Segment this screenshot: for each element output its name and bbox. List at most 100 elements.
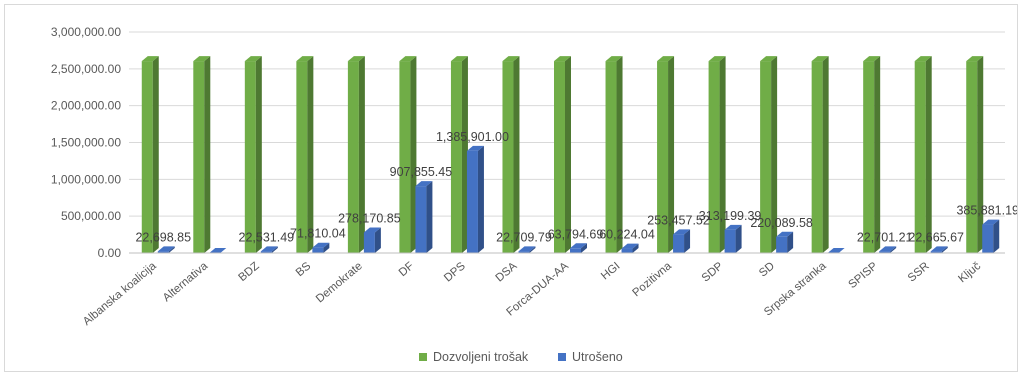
- bar-dozvoljeni-top: [554, 56, 571, 62]
- bar-dozvoljeni-top: [296, 56, 314, 62]
- bar-utroseno-front: [466, 150, 478, 253]
- bar-dozvoljeni-side: [358, 56, 365, 254]
- bar-dozvoljeni: [141, 56, 159, 254]
- bar-utroseno: [724, 224, 742, 253]
- bar-dozvoljeni-front: [863, 61, 875, 254]
- bar-dozvoljeni-top: [193, 56, 211, 62]
- data-label: 63,794.69: [548, 227, 604, 241]
- bar-utroseno-side: [684, 229, 691, 253]
- bar-utroseno-side: [941, 246, 948, 253]
- x-tick-label: DF: [397, 260, 416, 279]
- bar-utroseno-top: [570, 243, 587, 249]
- bar-dozvoljeni-top: [502, 56, 520, 62]
- bar-utroseno: [518, 246, 536, 253]
- bar-dozvoljeni-top: [450, 56, 468, 62]
- bar-utroseno-front: [724, 229, 736, 253]
- bar-utroseno-front: [930, 251, 942, 253]
- bar-utroseno-top: [415, 181, 433, 187]
- bar-utroseno-side: [529, 246, 536, 253]
- bar-utroseno: [312, 242, 330, 253]
- bar-dozvoljeni-side: [925, 56, 932, 254]
- chart-frame: 0.00 500,000.00 1,000,000.00 1,500,000.00 2,…: [4, 4, 1019, 372]
- bar-dozvoljeni-side: [616, 56, 623, 254]
- bar-chart: 0.00 500,000.00 1,000,000.00 1,500,000.00 2,…: [51, 25, 1019, 364]
- bar-dozvoljeni: [605, 56, 623, 254]
- bar-utroseno-top: [724, 224, 742, 230]
- bar-dozvoljeni-front: [141, 61, 153, 254]
- y-tick-label: 1,500,000.00: [51, 136, 121, 150]
- bar-dozvoljeni: [502, 56, 520, 254]
- x-tick-label: BS: [294, 260, 314, 279]
- bar-dozvoljeni: [296, 56, 314, 254]
- bar-utroseno-top: [827, 248, 845, 253]
- legend: Dozvoljeni trošak Utrošeno: [419, 350, 623, 364]
- bar-utroseno-front: [776, 236, 788, 253]
- bar-utroseno-top: [312, 242, 330, 248]
- bar-dozvoljeni-top: [244, 56, 262, 62]
- bar-utroseno-front: [982, 224, 994, 253]
- bar-utroseno-front: [157, 251, 169, 253]
- bar-dozvoljeni-top: [605, 56, 623, 62]
- bar-utroseno-side: [477, 145, 484, 253]
- x-tick-label: Pozitivna: [631, 260, 675, 300]
- data-label: 22,665.67: [908, 230, 964, 244]
- bar-utroseno: [363, 227, 381, 253]
- bar-utroseno-side: [374, 227, 381, 253]
- bar-dozvoljeni-side: [719, 56, 726, 254]
- data-label: 220,089.58: [750, 216, 813, 230]
- legend-swatch-dozvoljeni: [419, 353, 427, 361]
- bar-dozvoljeni-front: [708, 61, 720, 254]
- x-tick-label: BDZ: [236, 260, 261, 284]
- bar-dozvoljeni-front: [193, 61, 205, 254]
- bar-utroseno-side: [632, 243, 639, 253]
- bar-dozvoljeni-side: [874, 56, 881, 254]
- x-tick-label: DSA: [494, 260, 520, 285]
- bar-dozvoljeni: [811, 56, 829, 254]
- x-tick-label: SD: [757, 260, 777, 279]
- bar-dozvoljeni-front: [244, 61, 256, 254]
- bar-utroseno-side: [890, 246, 897, 253]
- bar-utroseno: [982, 219, 1000, 253]
- y-axis: 0.00 500,000.00 1,000,000.00 1,500,000.00 2,…: [51, 25, 121, 260]
- bar-utroseno-top: [260, 246, 278, 252]
- bar-dozvoljeni-side: [822, 56, 829, 254]
- bar-dozvoljeni-front: [760, 61, 772, 254]
- legend-label-dozvoljeni: Dozvoljeni trošak: [433, 350, 529, 364]
- bar-utroseno-side: [787, 231, 794, 253]
- bar-dozvoljeni: [708, 56, 726, 254]
- bar-dozvoljeni-top: [708, 56, 726, 62]
- data-label: 278,170.85: [338, 212, 401, 226]
- bar-utroseno: [776, 231, 794, 253]
- bar-utroseno-top: [930, 246, 948, 252]
- bar-dozvoljeni-front: [347, 61, 359, 254]
- bar-utroseno-front: [363, 232, 375, 253]
- bar-dozvoljeni-side: [255, 56, 262, 254]
- bar-utroseno-side: [426, 181, 433, 253]
- x-tick-label: HGI: [599, 260, 622, 282]
- bar-dozvoljeni: [760, 56, 778, 254]
- data-label: 1,385,901.00: [436, 130, 509, 144]
- x-tick-label: SSR: [906, 260, 932, 284]
- bar-dozvoljeni-side: [410, 56, 417, 254]
- data-label: 22,701.21: [857, 230, 913, 244]
- bar-dozvoljeni-front: [811, 61, 823, 254]
- bar-utroseno-side: [993, 219, 1000, 253]
- bar-utroseno: [415, 181, 433, 253]
- y-tick-label: 2,000,000.00: [51, 99, 121, 113]
- data-label: 385,881.19: [956, 204, 1017, 218]
- bar-utroseno: [466, 145, 484, 253]
- bar-utroseno: [621, 243, 639, 253]
- bar-utroseno-top: [157, 246, 175, 252]
- data-label: 22,531.49: [239, 230, 295, 244]
- y-tick-label: 500,000.00: [61, 209, 121, 223]
- bar-dozvoljeni-side: [668, 56, 675, 254]
- bar-utroseno: [673, 229, 691, 253]
- bar-dozvoljeni-side: [307, 56, 314, 254]
- bar-utroseno-top: [673, 229, 691, 235]
- x-tick-label: Albanska koalicija: [81, 260, 159, 328]
- bar-utroseno-front: [570, 248, 581, 253]
- bar-dozvoljeni-top: [657, 56, 675, 62]
- bar-utroseno: [930, 246, 948, 253]
- bar-utroseno: [879, 246, 897, 253]
- bar-dozvoljeni-side: [152, 56, 159, 254]
